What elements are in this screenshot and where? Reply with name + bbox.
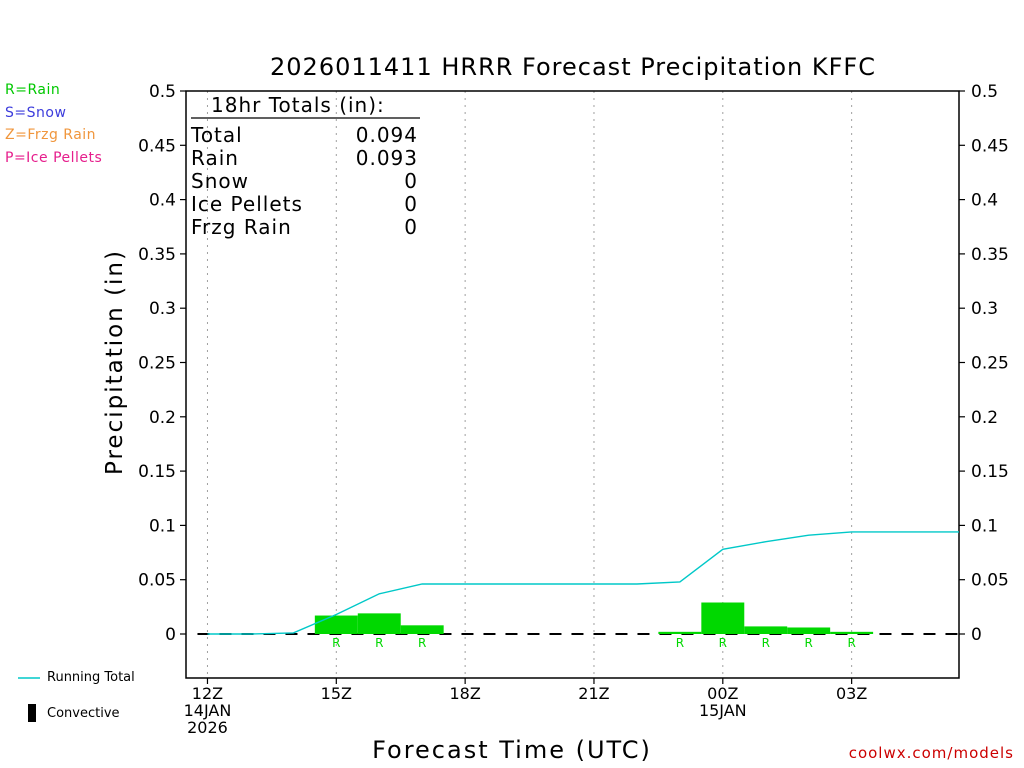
x-tick-label-0-1: 14JAN — [184, 701, 232, 720]
legend-frzg-rain: Z=Frzg Rain — [5, 127, 97, 143]
y-tick-label-right-4: 0.2 — [971, 408, 998, 428]
totals-label-ice-pellets: Ice Pellets — [191, 192, 303, 216]
precip-bar-5 — [744, 626, 788, 634]
y-axis-label: Precipitation (in) — [102, 249, 128, 475]
y-tick-label-right-10: 0.5 — [971, 82, 998, 102]
precip-bar-2 — [400, 625, 444, 634]
precip-type-label-2: R — [418, 636, 426, 650]
precip-type-label-6: R — [805, 636, 813, 650]
plot-frame — [185, 90, 960, 679]
totals-heading: 18hr Totals (in): — [211, 93, 385, 117]
legend-ice-pellets: P=Ice Pellets — [5, 150, 103, 166]
precip-bar-1 — [357, 613, 401, 634]
chart-title: 2026011411 HRRR Forecast Precipitation K… — [270, 53, 876, 81]
y-tick-label-left-6: 0.3 — [149, 299, 176, 319]
y-tick-label-right-6: 0.3 — [971, 299, 998, 319]
totals-label-total: Total — [190, 123, 243, 147]
precip-type-label-0: R — [332, 636, 340, 650]
x-tick-label-5-0: 03Z — [836, 684, 867, 703]
totals-value-ice-pellets: 0 — [404, 192, 418, 216]
precip-bar-3 — [658, 631, 702, 634]
y-tick-label-right-1: 0.05 — [971, 571, 1009, 591]
legend-rain: R=Rain — [5, 82, 61, 98]
y-tick-label-left-0: 0 — [165, 625, 176, 645]
y-axis-left: 0 0.05 0.1 0.15 0.2 0.25 0.3 0.35 0.4 0.45 0.5 — [138, 82, 186, 645]
y-tick-label-left-9: 0.45 — [138, 136, 176, 156]
x-tick-label-2-0: 18Z — [449, 684, 480, 703]
x-tick-label-4-0: 00Z — [707, 684, 738, 703]
y-tick-label-left-10: 0.5 — [149, 82, 176, 102]
precip-type-label-5: R — [762, 636, 770, 650]
y-tick-label-right-9: 0.45 — [971, 136, 1009, 156]
running-total-line — [207, 531, 959, 635]
x-tick-label-0-0: 12Z — [192, 684, 223, 703]
precip-type-label-7: R — [847, 636, 855, 650]
totals-label-snow: Snow — [191, 169, 249, 193]
y-tick-label-right-0: 0 — [971, 625, 982, 645]
precip-type-label-4: R — [719, 636, 727, 650]
precip-type-label-1: R — [375, 636, 383, 650]
totals-label-rain: Rain — [191, 146, 239, 170]
y-tick-label-left-5: 0.25 — [138, 354, 176, 374]
convective-legend-swatch — [28, 704, 36, 722]
precip-bar-4 — [701, 602, 745, 634]
x-tick-label-4-1: 15JAN — [699, 701, 747, 720]
y-axis-right: 0 0.05 0.1 0.15 0.2 0.25 0.3 0.35 0.4 0.45 0.5 — [959, 82, 1009, 645]
y-tick-label-right-5: 0.25 — [971, 354, 1009, 374]
y-tick-label-left-1: 0.05 — [138, 571, 176, 591]
y-tick-label-left-3: 0.15 — [138, 462, 176, 482]
y-tick-label-left-8: 0.4 — [149, 191, 176, 211]
totals-value-snow: 0 — [404, 169, 418, 193]
precip-type-label-3: R — [676, 636, 684, 650]
totals-value-frzg-rain: 0 — [404, 215, 418, 239]
x-tick-label-3-0: 21Z — [578, 684, 609, 703]
y-tick-label-left-7: 0.35 — [138, 245, 176, 265]
running-total-legend-label: Running Total — [47, 670, 135, 685]
x-tick-label-1-0: 15Z — [321, 684, 352, 703]
x-tick-label-0-2: 2026 — [187, 718, 228, 737]
totals-box: 18hr Totals (in): Total 0.094 Rain 0.093… — [190, 93, 420, 239]
precipitation-bars — [314, 602, 874, 634]
totals-label-frzg-rain: Frzg Rain — [191, 215, 292, 239]
y-tick-label-right-8: 0.4 — [971, 191, 998, 211]
precip-bar-0 — [314, 615, 358, 634]
y-tick-label-right-7: 0.35 — [971, 245, 1009, 265]
y-tick-label-right-3: 0.15 — [971, 462, 1009, 482]
totals-value-rain: 0.093 — [356, 146, 418, 170]
y-tick-label-left-2: 0.1 — [149, 516, 176, 536]
x-axis-label: Forecast Time (UTC) — [372, 736, 652, 764]
grid-lines — [206, 91, 853, 678]
totals-value-total: 0.094 — [356, 123, 418, 147]
credit-link[interactable]: coolwx.com/models — [848, 744, 1014, 762]
legend-snow: S=Snow — [5, 105, 67, 121]
y-tick-label-right-2: 0.1 — [971, 516, 998, 536]
precip-bar-7 — [830, 631, 874, 634]
y-tick-label-left-4: 0.2 — [149, 408, 176, 428]
precip-bar-6 — [787, 627, 831, 634]
convective-legend-label: Convective — [47, 706, 120, 721]
